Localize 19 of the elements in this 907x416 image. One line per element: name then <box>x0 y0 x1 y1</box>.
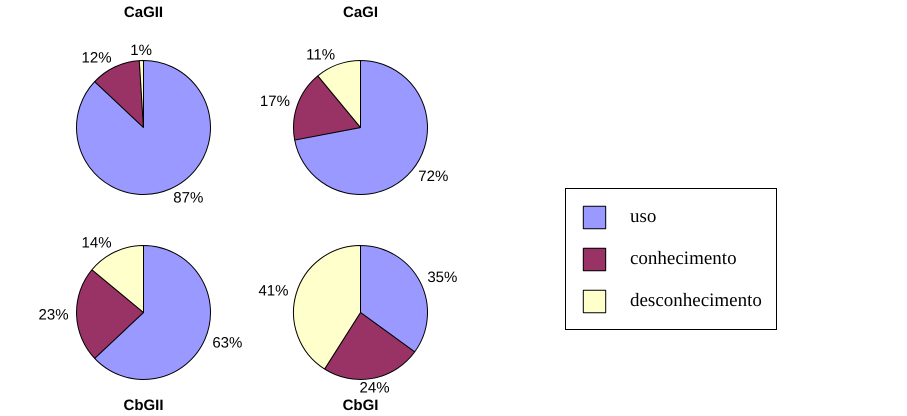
legend-label: desconhecimento <box>630 290 762 312</box>
data-label: 12% <box>82 49 112 66</box>
chart-title: CaGI <box>342 4 378 21</box>
data-label: 24% <box>360 380 390 397</box>
data-label: 23% <box>38 306 69 324</box>
data-label: 11% <box>306 46 336 64</box>
data-label: 1% <box>130 42 152 60</box>
chart-title: CaGII <box>124 4 164 21</box>
text: CbGII <box>124 397 164 414</box>
legend-label: uso <box>630 206 656 228</box>
data-label: 14% <box>82 234 112 252</box>
legend-label: conhecimento <box>630 248 737 270</box>
text: CbGI <box>342 397 378 414</box>
data-label: 63% <box>212 334 242 352</box>
data-label: 17% <box>260 92 290 110</box>
data-label: 72% <box>418 168 448 186</box>
data-label: 87% <box>173 190 204 207</box>
data-label: 41% <box>258 282 288 300</box>
data-label: 35% <box>427 269 458 286</box>
